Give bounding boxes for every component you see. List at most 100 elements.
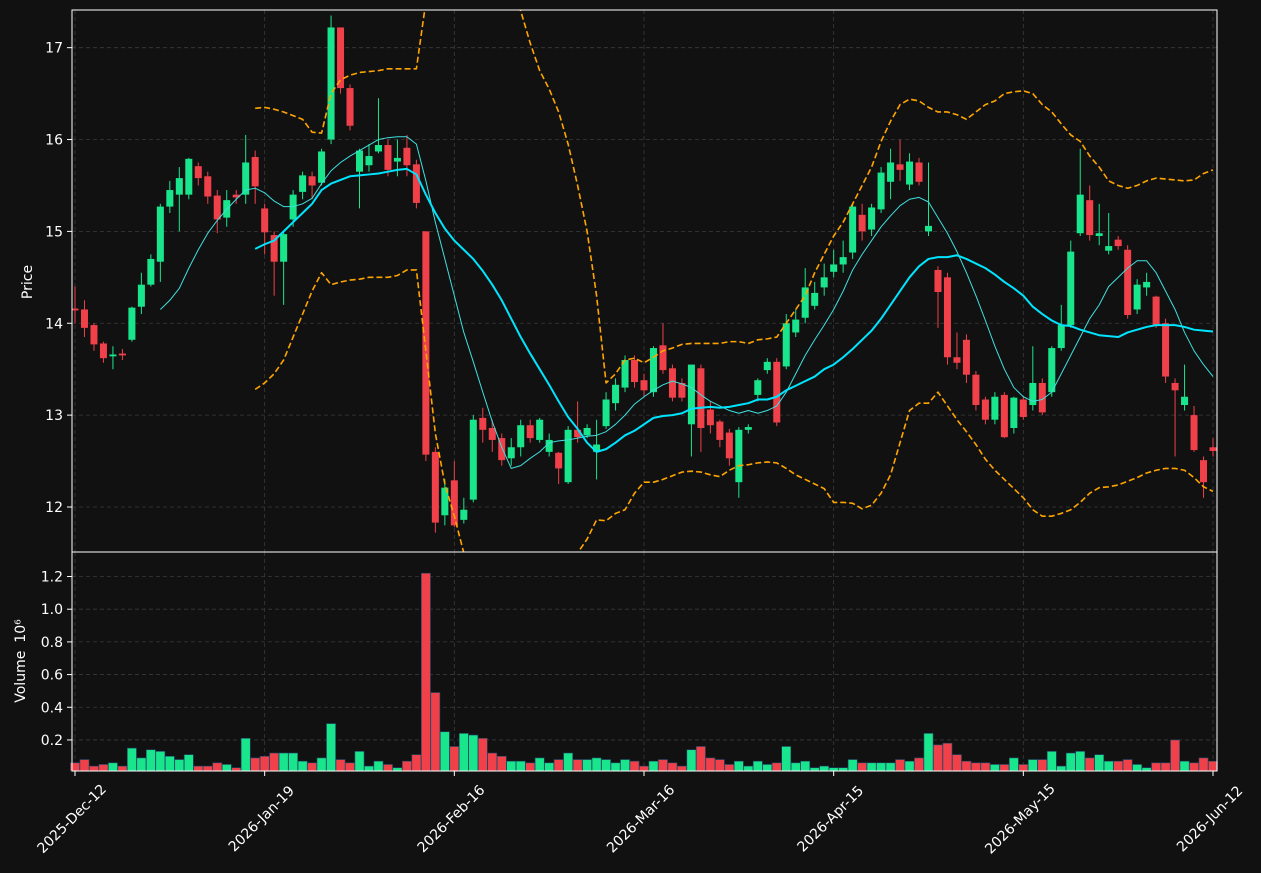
candle-body [346, 88, 354, 126]
volume-scale: 10⁶ [13, 619, 29, 643]
candle-body [564, 429, 572, 483]
candle-body [90, 325, 98, 345]
candle-body [811, 292, 819, 306]
candle-body [868, 207, 876, 230]
candle-body [1181, 396, 1189, 406]
candle-body [374, 145, 382, 152]
candle-body [308, 176, 316, 186]
candle-body [460, 509, 468, 520]
volume-bar [876, 762, 886, 772]
volume-bar [1198, 757, 1209, 772]
candle-body [716, 421, 724, 440]
line-series [255, 10, 1214, 384]
candle-body [754, 380, 762, 395]
volume-bar [477, 738, 488, 772]
candle-body [1048, 348, 1056, 393]
y-tick-label: 14 [45, 316, 63, 332]
y-tick-label: 17 [45, 41, 63, 57]
volume-bar [136, 757, 147, 772]
volume-bar [534, 757, 545, 772]
y-tick-label: 0.4 [41, 700, 63, 716]
volume-bar [449, 746, 460, 772]
candle-body [166, 190, 174, 207]
volume-bar [648, 760, 659, 772]
candle-body [355, 150, 364, 172]
candle-body [156, 206, 164, 262]
line-series [254, 167, 1214, 453]
candle-body [299, 175, 307, 192]
candle-body [1124, 249, 1132, 315]
candle-body [943, 277, 951, 358]
volume-bar [1084, 757, 1095, 772]
candle-body [507, 447, 515, 459]
plot-area [70, 10, 1218, 772]
y-tick-label: 12 [45, 500, 63, 516]
y-tick-label: 16 [45, 133, 63, 149]
candle-body [583, 427, 591, 436]
candle-body [972, 374, 980, 406]
candle-body [659, 345, 667, 371]
candle-body [1143, 281, 1151, 288]
candle-body [820, 277, 828, 288]
volume-bar [1122, 759, 1133, 772]
volume-bar [914, 757, 924, 772]
candle-body [365, 156, 373, 166]
candle-body [536, 419, 544, 440]
candle-body [479, 417, 487, 430]
candle-body [1200, 460, 1208, 483]
volume-bar [819, 765, 830, 772]
candle-body [270, 235, 278, 262]
volume-bar [639, 765, 649, 772]
candle-body [792, 319, 800, 333]
candle-body [649, 348, 657, 393]
volume-bar [297, 760, 308, 772]
volume-bar [961, 760, 972, 772]
volume-bar [269, 752, 280, 772]
volume-bar [705, 757, 716, 772]
candle-body [71, 308, 79, 311]
candle-body [213, 195, 221, 220]
candle-body [1029, 382, 1037, 406]
candle-body [1114, 239, 1122, 247]
volume-bar [193, 765, 204, 772]
volume-bar [1113, 760, 1124, 772]
volume-bar [326, 723, 336, 772]
candle-body [915, 162, 923, 182]
candle-body [242, 162, 250, 195]
volume-bar [1008, 757, 1019, 772]
volume-bar [373, 760, 384, 772]
volume-bar [515, 760, 526, 772]
candle-body [1000, 394, 1008, 438]
candle-body [1105, 246, 1113, 251]
volume-bar [752, 760, 763, 772]
candle-body [953, 357, 961, 363]
line-series [254, 269, 1214, 552]
volume-label-text: Volume [13, 651, 29, 703]
candle-body [744, 427, 752, 430]
candle-body [887, 162, 895, 182]
volume-bar [1179, 760, 1190, 772]
volume-bar [610, 762, 621, 772]
candle-body [1190, 415, 1198, 451]
volume-bar [1189, 762, 1199, 772]
candle-body [555, 452, 563, 469]
volume-bar [174, 759, 185, 772]
candle-body [1019, 399, 1027, 417]
volume-bar [980, 762, 991, 772]
candle-body [574, 429, 582, 438]
volume-bar [506, 760, 517, 772]
candle-body [1095, 233, 1103, 236]
candle-body [1152, 296, 1160, 326]
volume-bar [307, 762, 317, 772]
candle-body [1086, 200, 1094, 236]
candle-body [706, 409, 714, 426]
candle-body [261, 208, 269, 233]
volume-bar [1151, 762, 1161, 772]
candle-body [782, 323, 790, 367]
candle-body [498, 438, 506, 461]
volume-bar [971, 762, 981, 772]
candle-body [337, 27, 345, 89]
